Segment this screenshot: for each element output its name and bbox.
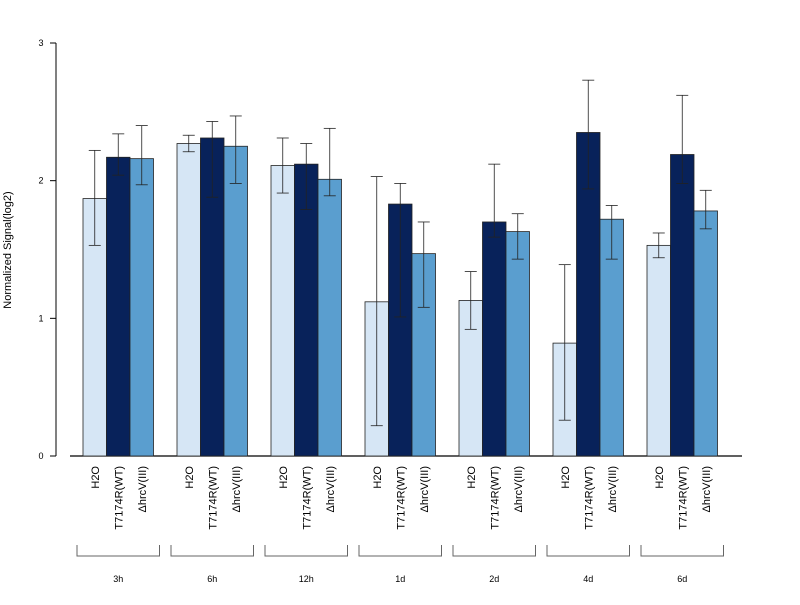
group-bracket bbox=[264, 545, 348, 557]
y-tick-label: 1 bbox=[38, 313, 43, 323]
x-tick-label: T7174R(WT) bbox=[207, 466, 219, 530]
x-tick-label: ΔhrcV(III) bbox=[513, 466, 525, 512]
x-tick-label: T7174R(WT) bbox=[113, 466, 125, 530]
x-tick-label: H2O bbox=[184, 466, 196, 489]
x-tick-label: H2O bbox=[278, 466, 290, 489]
group-bracket bbox=[170, 545, 254, 557]
x-tick-label: ΔhrcV(III) bbox=[137, 466, 149, 512]
group-brackets: 3h 6h 12h 1d 2d 4d 6d bbox=[76, 545, 724, 584]
x-tick-label: H2O bbox=[560, 466, 572, 489]
x-tick-labels: H2O T7174R(WT) ΔhrcV(III) H2O T7174R(WT) Δhrc… bbox=[90, 466, 713, 530]
group-label: 2d bbox=[489, 574, 499, 584]
error-bars bbox=[88, 79, 712, 427]
bar bbox=[223, 145, 248, 457]
x-tick-label: T7174R(WT) bbox=[583, 466, 595, 530]
x-tick-label: ΔhrcV(III) bbox=[325, 466, 337, 512]
bars bbox=[82, 132, 718, 457]
bar bbox=[270, 165, 295, 457]
group-label: 12h bbox=[299, 574, 314, 584]
group-label: 6d bbox=[677, 574, 687, 584]
x-tick-label: T7174R(WT) bbox=[677, 466, 689, 530]
bar bbox=[317, 178, 342, 457]
bar bbox=[646, 244, 671, 457]
x-tick-label: H2O bbox=[372, 466, 384, 489]
group-bracket bbox=[546, 545, 630, 557]
x-tick-label: H2O bbox=[466, 466, 478, 489]
group-bracket bbox=[452, 545, 536, 557]
x-tick-label: ΔhrcV(III) bbox=[231, 466, 243, 512]
x-tick-label: T7174R(WT) bbox=[395, 466, 407, 530]
group-label: 6h bbox=[207, 574, 217, 584]
group-label: 4d bbox=[583, 574, 593, 584]
bar bbox=[129, 158, 154, 457]
group-bracket bbox=[358, 545, 442, 557]
group-bracket bbox=[76, 545, 160, 557]
x-tick-label: ΔhrcV(III) bbox=[419, 466, 431, 512]
y-axis-label: Normalized Signal(log2) bbox=[2, 191, 14, 308]
y-tick-label: 0 bbox=[38, 451, 43, 461]
group-bracket bbox=[640, 545, 724, 557]
x-tick-label: H2O bbox=[90, 466, 102, 489]
bar bbox=[693, 210, 718, 457]
group-label: 1d bbox=[395, 574, 405, 584]
x-tick-label: ΔhrcV(III) bbox=[701, 466, 713, 512]
y-tick-label: 2 bbox=[38, 176, 43, 186]
x-tick-label: T7174R(WT) bbox=[489, 466, 501, 530]
bar bbox=[106, 156, 131, 457]
bar bbox=[176, 143, 201, 457]
bar bbox=[505, 231, 530, 457]
x-tick-label: T7174R(WT) bbox=[301, 466, 313, 530]
bar bbox=[670, 154, 695, 457]
y-tick-label: 3 bbox=[38, 38, 43, 48]
bar bbox=[482, 221, 507, 457]
x-tick-label: ΔhrcV(III) bbox=[607, 466, 619, 512]
group-label: 3h bbox=[113, 574, 123, 584]
x-tick-label: H2O bbox=[654, 466, 666, 489]
